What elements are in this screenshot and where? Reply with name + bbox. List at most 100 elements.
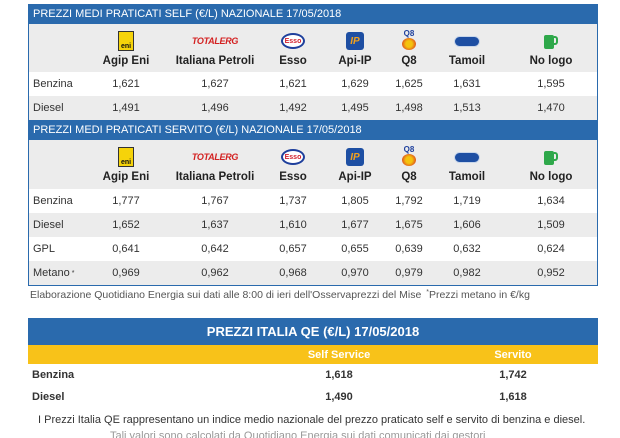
- brand-q8: Q8 Q8: [401, 145, 417, 184]
- price-cell: 0,970: [341, 267, 369, 279]
- table-row: Benzina 1,777 1,767 1,737 1,805 1,792 1,…: [29, 189, 597, 213]
- api-ip-logo-icon: IP: [346, 148, 364, 166]
- qe-col-self: Self Service: [307, 348, 371, 361]
- price-cell: 0,968: [279, 267, 307, 279]
- price-cell: 1,629: [341, 78, 369, 90]
- totalerg-logo-icon: TOTALERG: [191, 152, 239, 162]
- price-cell: 1,470: [537, 102, 565, 114]
- row-label: Benzina: [33, 78, 73, 90]
- brand-q8: Q8 Q8: [401, 29, 417, 68]
- price-cell: 0,657: [279, 243, 307, 255]
- row-label: Diesel: [32, 391, 65, 403]
- self-prices-table: PREZZI MEDI PRATICATI SELF (€/L) NAZIONA…: [28, 4, 598, 121]
- price-cell: 1,606: [453, 219, 481, 231]
- price-cell: 1,637: [201, 219, 229, 231]
- price-cell: 1,618: [499, 391, 527, 403]
- price-cell: 1,677: [341, 219, 369, 231]
- price-cell: 1,595: [537, 78, 565, 90]
- row-label: Metano *: [33, 267, 75, 279]
- row-label: GPL: [33, 243, 56, 255]
- price-cell: 1,742: [499, 369, 527, 381]
- eni-logo-icon: eni: [118, 147, 134, 167]
- api-ip-logo-icon: IP: [346, 32, 364, 50]
- price-cell: 1,498: [395, 102, 423, 114]
- price-cell: 0,632: [453, 243, 481, 255]
- qe-description-continued: Tali valori sono calcolati da Quotidiano…: [110, 430, 486, 438]
- price-cell: 1,496: [201, 102, 229, 114]
- row-label: Diesel: [33, 219, 64, 231]
- brand-tamoil: Tamoil: [431, 24, 503, 72]
- esso-logo-icon: Esso: [281, 149, 305, 165]
- price-cell: 1,492: [279, 102, 307, 114]
- price-cell: 1,513: [453, 102, 481, 114]
- price-cell: 1,719: [453, 195, 481, 207]
- price-cell: 1,621: [112, 78, 140, 90]
- qe-prices-table: PREZZI ITALIA QE (€/L) 17/05/2018 Self S…: [28, 318, 598, 408]
- totalerg-logo-icon: TOTALERG: [191, 36, 239, 46]
- servito-brand-header-row: eni Agip Eni TOTALERG Italiana Petroli Ess…: [29, 140, 597, 189]
- price-cell: 1,509: [537, 219, 565, 231]
- price-cell: 1,805: [341, 195, 369, 207]
- brand-api-ip: IP Api-IP: [323, 24, 387, 72]
- self-brand-header-row: eni Agip Eni TOTALERG Italiana Petroli Ess…: [29, 24, 597, 72]
- table-row: Diesel 1,652 1,637 1,610 1,677 1,675 1,6…: [29, 213, 597, 237]
- brand-esso: Esso Esso: [263, 24, 323, 72]
- price-cell: 1,610: [279, 219, 307, 231]
- fuel-pump-icon: [544, 149, 558, 165]
- brand-tamoil: Tamoil: [431, 140, 503, 189]
- table-row: Metano * 0,969 0,962 0,968 0,970 0,979 0,…: [29, 261, 597, 285]
- price-cell: 1,495: [341, 102, 369, 114]
- table-row: Diesel 1,490 1,618: [28, 386, 598, 408]
- price-cell: 1,675: [395, 219, 423, 231]
- brand-esso: Esso Esso: [263, 140, 323, 189]
- brand-agip-eni: eni Agip Eni: [85, 140, 167, 189]
- source-footnote: Elaborazione Quotidiano Energia sui dati…: [30, 289, 530, 301]
- price-cell: 1,634: [537, 195, 565, 207]
- qe-table-title: PREZZI ITALIA QE (€/L) 17/05/2018: [28, 318, 598, 345]
- qe-header-row: Self Service Servito: [28, 345, 598, 364]
- q8-logo-icon: Q8: [401, 146, 417, 168]
- row-label: Diesel: [33, 102, 64, 114]
- price-cell: 1,767: [201, 195, 229, 207]
- table-row: Diesel 1,491 1,496 1,492 1,495 1,498 1,5…: [29, 96, 597, 120]
- price-cell: 1,652: [112, 219, 140, 231]
- brand-no-logo: No logo: [503, 140, 599, 189]
- brand-no-logo: No logo: [503, 24, 599, 72]
- fuel-pump-icon: [544, 33, 558, 49]
- tamoil-logo-icon: [454, 35, 480, 47]
- brand-api-ip: IP Api-IP: [323, 140, 387, 189]
- price-cell: 1,777: [112, 195, 140, 207]
- price-cell: 1,621: [279, 78, 307, 90]
- price-cell: 1,631: [453, 78, 481, 90]
- price-cell: 1,490: [325, 391, 353, 403]
- brand-italiana-petroli: TOTALERG Italiana Petroli: [175, 152, 255, 183]
- price-cell: 0,979: [395, 267, 423, 279]
- price-cell: 1,491: [112, 102, 140, 114]
- brand-agip-eni: eni Agip Eni: [85, 24, 167, 72]
- price-cell: 0,969: [112, 267, 140, 279]
- price-cell: 1,618: [325, 369, 353, 381]
- qe-description: I Prezzi Italia QE rappresentano un indi…: [38, 414, 586, 426]
- metano-footnote-mark: *: [71, 269, 75, 277]
- esso-logo-icon: Esso: [281, 33, 305, 49]
- qe-col-servito: Servito: [494, 348, 532, 361]
- servito-prices-table: PREZZI MEDI PRATICATI SERVITO (€/L) NAZI…: [28, 120, 598, 286]
- price-cell: 1,625: [395, 78, 423, 90]
- brand-italiana-petroli: TOTALERG Italiana Petroli: [175, 36, 255, 67]
- row-label: Benzina: [32, 369, 75, 381]
- servito-table-title: PREZZI MEDI PRATICATI SERVITO (€/L) NAZI…: [29, 121, 597, 140]
- price-cell: 1,792: [395, 195, 423, 207]
- price-cell: 0,962: [201, 267, 229, 279]
- self-table-title: PREZZI MEDI PRATICATI SELF (€/L) NAZIONA…: [29, 5, 597, 24]
- price-cell: 0,952: [537, 267, 565, 279]
- price-cell: 0,624: [537, 243, 565, 255]
- price-cell: 0,982: [453, 267, 481, 279]
- table-row: GPL 0,641 0,642 0,657 0,655 0,639 0,632 …: [29, 237, 597, 261]
- table-row: Benzina 1,621 1,627 1,621 1,629 1,625 1,…: [29, 72, 597, 96]
- price-cell: 1,737: [279, 195, 307, 207]
- price-cell: 0,639: [395, 243, 423, 255]
- price-cell: 0,641: [112, 243, 140, 255]
- q8-logo-icon: Q8: [401, 30, 417, 52]
- price-cell: 1,627: [201, 78, 229, 90]
- tamoil-logo-icon: [454, 151, 480, 163]
